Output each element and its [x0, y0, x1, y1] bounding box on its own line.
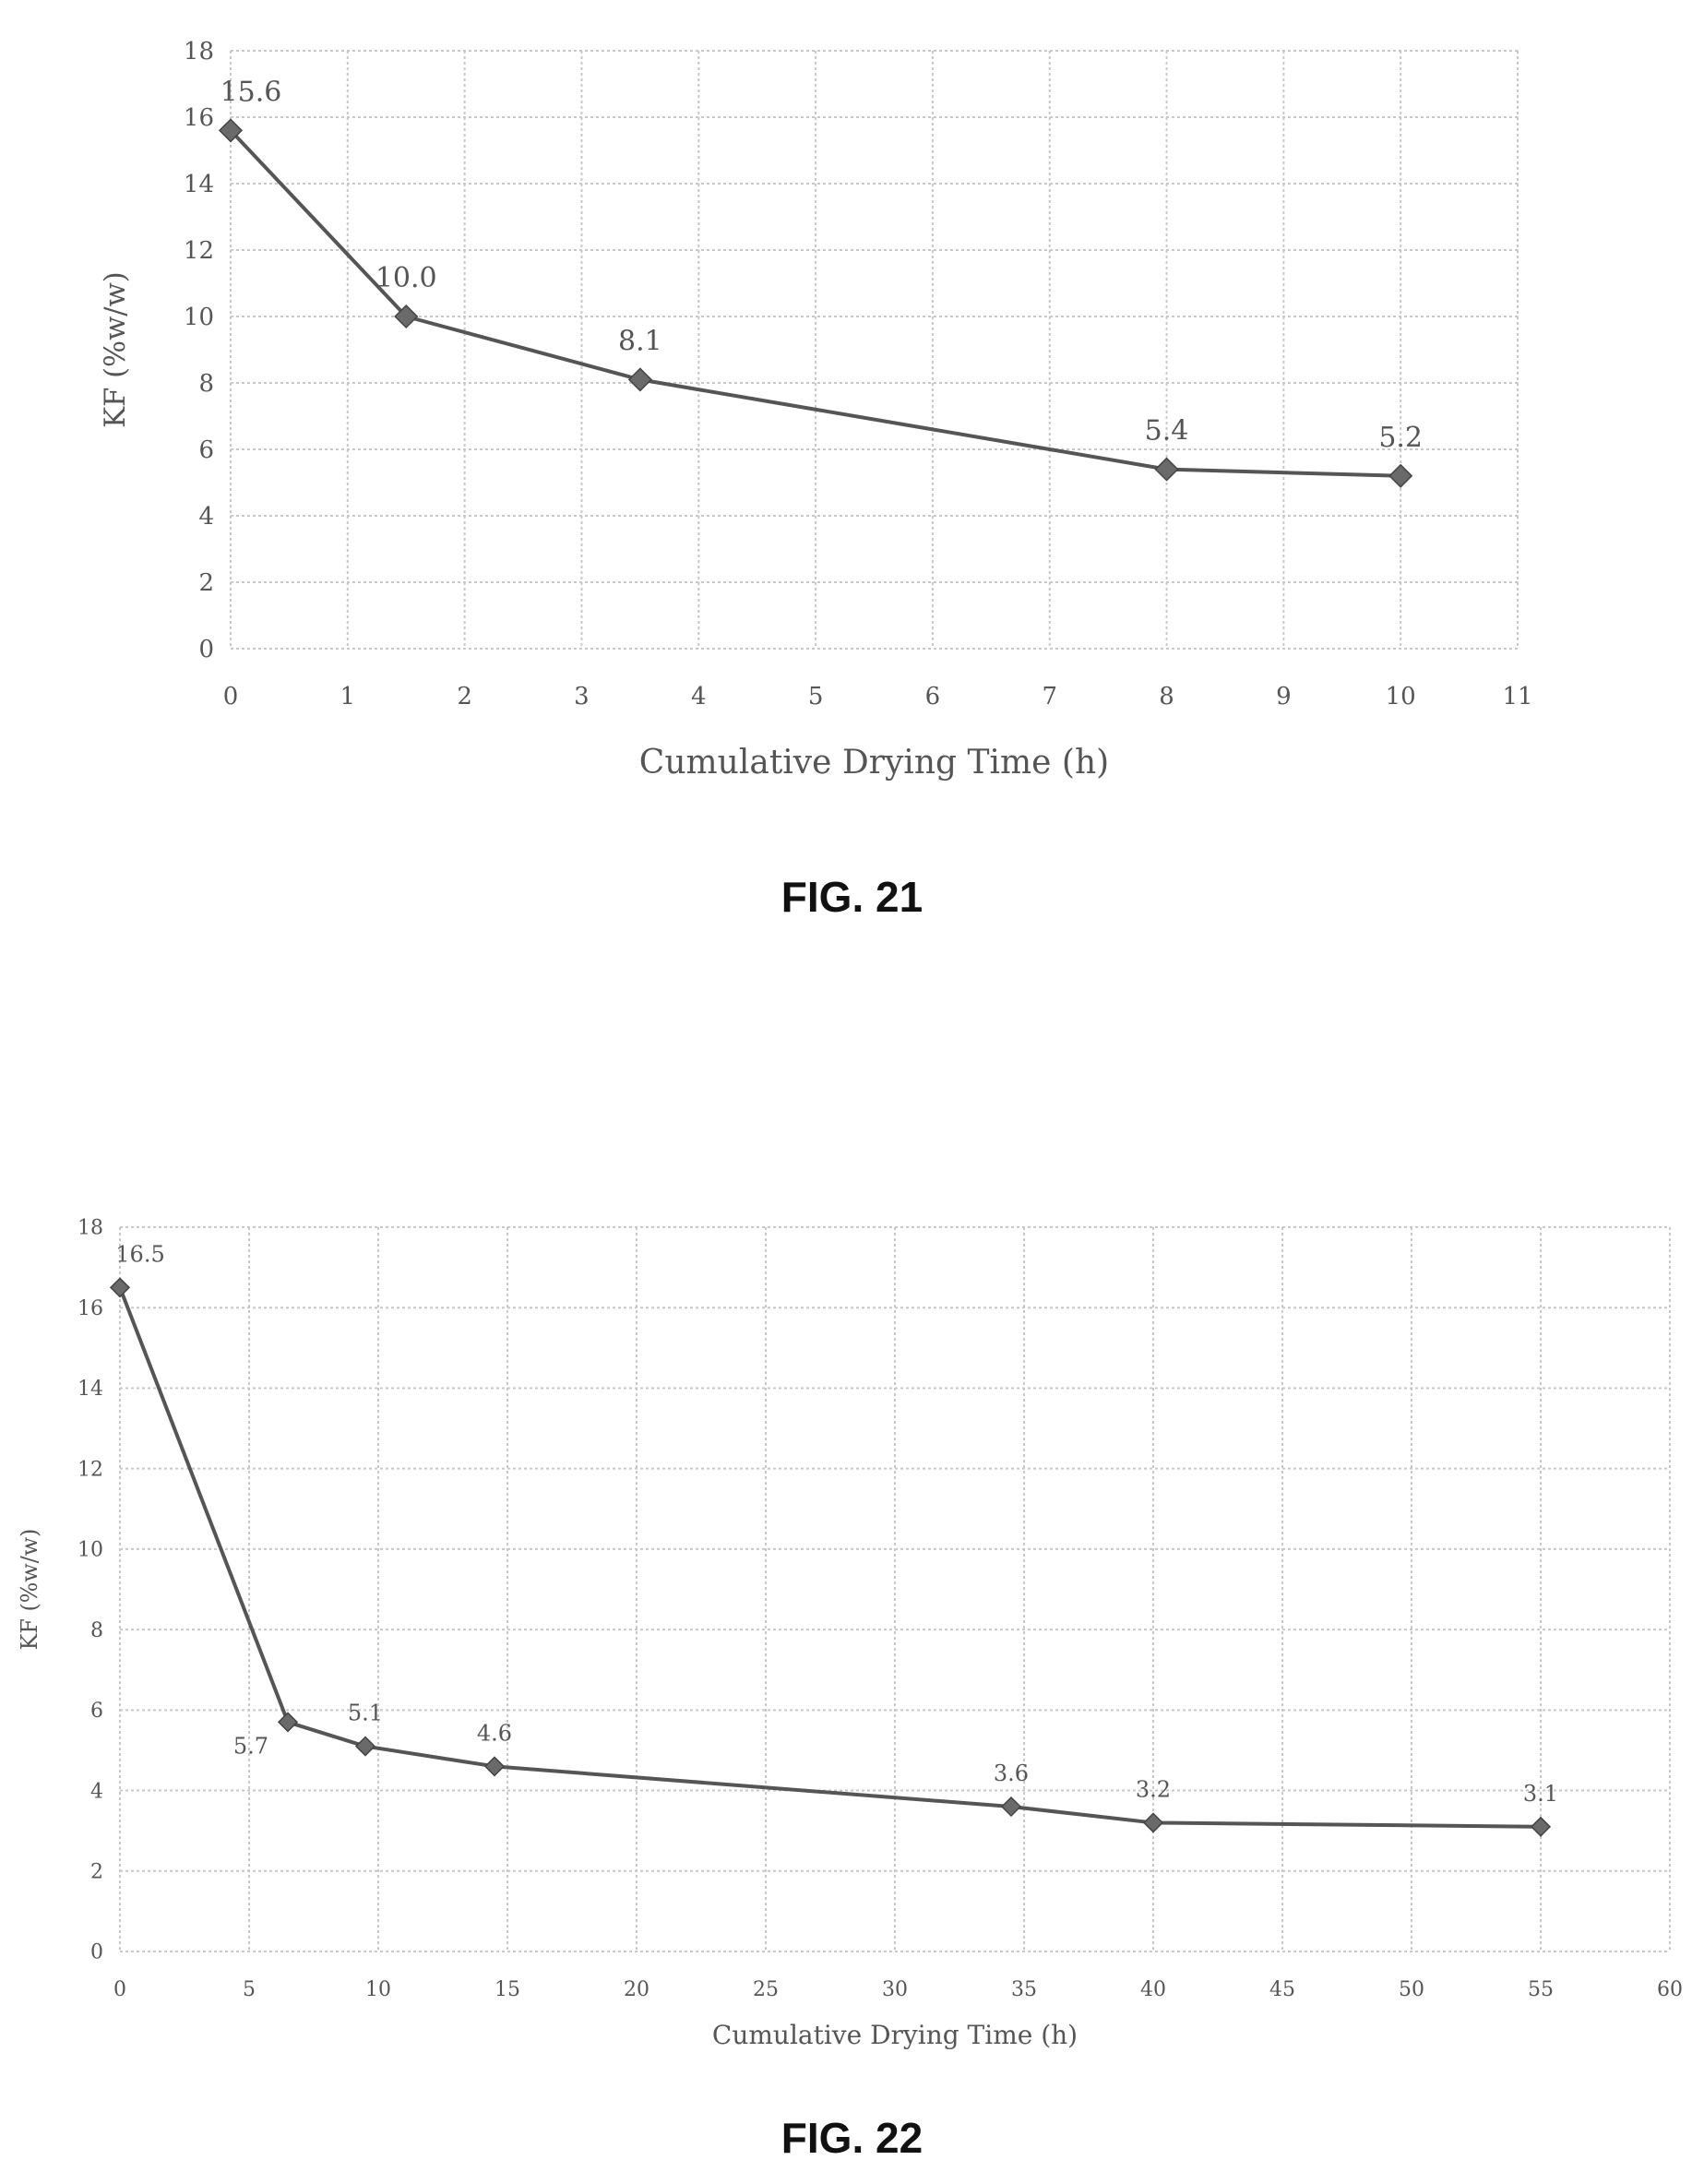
y-tick-label: 14	[184, 171, 214, 198]
y-tick-label: 8	[90, 1619, 103, 1642]
x-tick-label: 3	[574, 683, 590, 710]
data-point-marker	[277, 1712, 299, 1733]
y-tick-label: 18	[184, 38, 214, 66]
data-label: 8.1	[618, 325, 662, 357]
data-point-marker	[627, 367, 652, 392]
data-label: 15.6	[220, 76, 282, 108]
y-tick-label: 16	[184, 104, 214, 132]
y-tick-label: 18	[77, 1217, 103, 1240]
y-tick-label: 14	[77, 1378, 103, 1401]
x-axis-label: Cumulative Drying Time (h)	[639, 744, 1109, 782]
y-axis-label: KF (%w/w)	[17, 1529, 42, 1651]
data-label: 16.5	[115, 1241, 164, 1267]
y-tick-label: 0	[90, 1941, 103, 1964]
x-tick-label: 10	[365, 1978, 391, 2001]
y-tick-label: 12	[184, 237, 214, 265]
data-point-marker	[1154, 457, 1179, 482]
y-tick-label: 10	[184, 304, 214, 331]
data-point-marker	[1142, 1812, 1164, 1833]
x-tick-label: 5	[808, 683, 824, 710]
figure-22: 0 2 4 6 8 10 12 14 16 18 0 5 10 15 20 25 30 35 40 45 50 55 60 C…	[0, 1190, 1704, 2184]
y-tick-label: 2	[90, 1860, 103, 1883]
x-tick-label: 8	[1159, 683, 1174, 710]
chart-fig22: 0 2 4 6 8 10 12 14 16 18 0 5 10 15 20 25 30 35 40 45 50 55 60 C…	[17, 1217, 1683, 2050]
x-tick-label: 15	[495, 1978, 520, 2001]
y-tick-label: 12	[77, 1458, 103, 1481]
x-tick-label: 2	[457, 683, 472, 710]
x-axis-label: Cumulative Drying Time (h)	[712, 2020, 1078, 2050]
caption-fig21: FIG. 21	[781, 873, 923, 921]
x-tick-label: 7	[1042, 683, 1057, 710]
y-tick-label: 8	[198, 370, 214, 398]
y-tick-label: 4	[198, 503, 214, 531]
data-point-marker	[483, 1756, 506, 1777]
x-tick-label: 60	[1657, 1978, 1683, 2001]
y-tick-label: 6	[198, 436, 214, 464]
y-axis-label: KF (%w/w)	[100, 271, 132, 427]
caption-fig22: FIG. 22	[781, 2114, 923, 2162]
x-tick-label: 4	[691, 683, 707, 710]
data-point-marker	[218, 118, 244, 143]
x-tick-label: 1	[340, 683, 356, 710]
data-label: 4.6	[477, 1720, 512, 1746]
x-tick-label: 55	[1528, 1978, 1554, 2001]
data-label: 5.4	[1145, 415, 1189, 448]
x-tick-label: 25	[753, 1978, 779, 2001]
figure-21: 0 2 4 6 8 10 12 14 16 18 0 1 2 3 4 5 6 7 8 9 10 11 Cumulative …	[0, 0, 1704, 960]
x-tick-label: 20	[624, 1978, 649, 2001]
x-tick-label: 9	[1276, 683, 1292, 710]
x-tick-label: 10	[1386, 683, 1416, 710]
y-tick-label: 10	[77, 1539, 103, 1562]
x-tick-label: 50	[1399, 1978, 1424, 2001]
data-point-marker	[394, 304, 419, 329]
y-tick-label: 4	[90, 1780, 103, 1803]
y-tick-label: 6	[90, 1700, 103, 1723]
x-tick-label: 30	[882, 1978, 908, 2001]
data-label: 3.1	[1523, 1781, 1558, 1807]
x-tick-label: 0	[113, 1978, 126, 2001]
x-tick-label: 45	[1269, 1978, 1295, 2001]
y-tick-label: 16	[77, 1297, 103, 1320]
data-label: 5.7	[233, 1733, 268, 1759]
data-label: 5.2	[1378, 422, 1423, 454]
x-tick-label: 35	[1011, 1978, 1037, 2001]
data-point-marker	[1530, 1816, 1552, 1837]
x-tick-label: 5	[243, 1978, 256, 2001]
data-label: 3.2	[1136, 1776, 1171, 1802]
data-label: 10.0	[375, 262, 437, 294]
x-tick-label: 40	[1140, 1978, 1166, 2001]
y-tick-label: 0	[198, 636, 214, 663]
data-point-marker	[109, 1277, 131, 1298]
data-point-marker	[1000, 1796, 1022, 1818]
data-point-marker	[354, 1736, 376, 1757]
x-tick-label: 0	[223, 683, 239, 710]
data-point-marker	[1388, 463, 1413, 488]
data-label: 3.6	[994, 1760, 1029, 1786]
x-tick-label: 6	[925, 683, 941, 710]
series-line	[118, 1286, 1542, 1829]
x-tick-label: 11	[1502, 683, 1532, 710]
data-label: 5.1	[348, 1701, 383, 1726]
y-tick-label: 2	[198, 569, 214, 597]
